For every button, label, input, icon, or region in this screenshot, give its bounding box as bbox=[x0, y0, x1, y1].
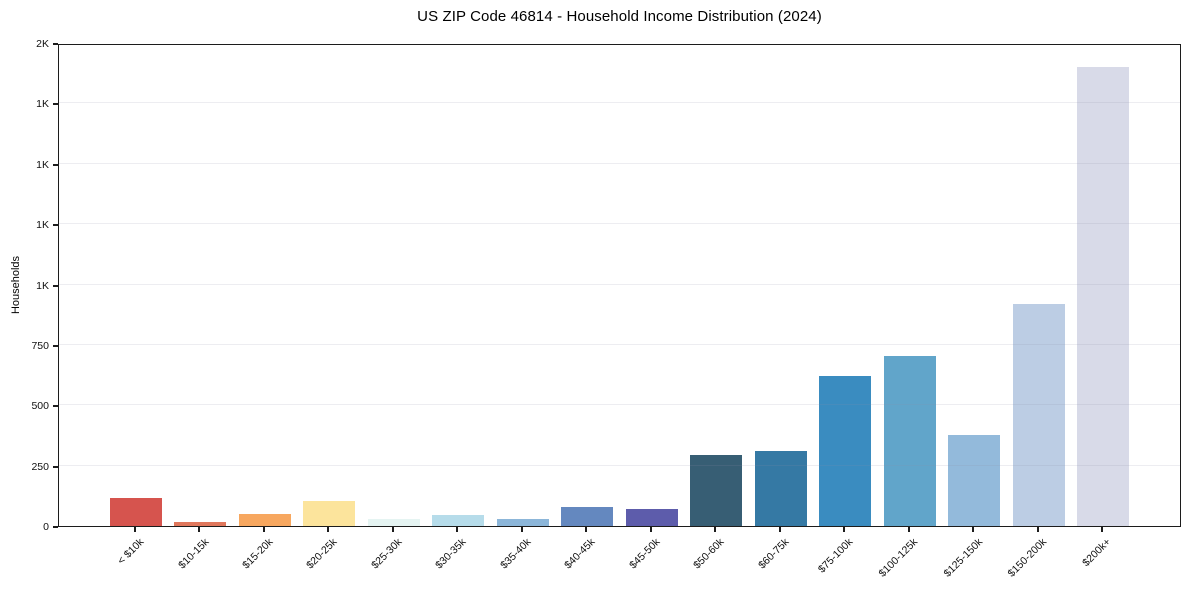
bar-150-200k bbox=[1012, 303, 1065, 526]
y-tick-label: 750 bbox=[31, 339, 49, 352]
x-tick bbox=[520, 527, 523, 532]
x-tick bbox=[262, 527, 265, 532]
x-tick bbox=[972, 527, 975, 532]
bar-50-60k bbox=[690, 454, 743, 526]
y-tick bbox=[53, 344, 58, 347]
y-tick-label: 1K bbox=[36, 219, 49, 232]
gridline bbox=[59, 343, 1180, 345]
x-tick-label: $40-45k bbox=[562, 536, 598, 572]
bar-200k bbox=[1077, 67, 1130, 526]
y-tick bbox=[53, 103, 58, 106]
x-tick bbox=[391, 527, 394, 532]
x-tick bbox=[1101, 527, 1104, 532]
bar-100-125k bbox=[883, 355, 936, 526]
x-tick bbox=[714, 527, 717, 532]
plot-area bbox=[58, 44, 1181, 527]
y-tick-label: 500 bbox=[31, 400, 49, 413]
bar-60-75k bbox=[754, 451, 807, 526]
x-tick bbox=[778, 527, 781, 532]
gridline bbox=[59, 102, 1180, 104]
x-tick-label: $150-200k bbox=[1005, 536, 1050, 580]
x-tick-label: $30-35k bbox=[433, 536, 469, 572]
x-tick-label: $200k+ bbox=[1080, 536, 1114, 570]
bar-45-50k bbox=[625, 509, 678, 526]
x-tick bbox=[456, 527, 459, 532]
x-tick bbox=[134, 527, 136, 532]
y-tick-label: 1K bbox=[36, 98, 49, 111]
bar-25-30k bbox=[367, 518, 420, 526]
bar-10k bbox=[110, 497, 162, 526]
bar-20-25k bbox=[303, 500, 356, 526]
x-tick-label: $20-25k bbox=[304, 536, 340, 572]
y-tick bbox=[53, 163, 58, 166]
bar-125-150k bbox=[948, 435, 1001, 526]
y-tick bbox=[53, 405, 58, 408]
x-tick bbox=[1036, 527, 1039, 532]
y-tick-label: 1K bbox=[36, 158, 49, 171]
bar-40-45k bbox=[561, 506, 614, 526]
x-tick-label: $45-50k bbox=[626, 536, 663, 572]
bar-10-15k bbox=[174, 521, 227, 526]
x-tick-label: $10-15k bbox=[175, 536, 211, 572]
y-tick bbox=[53, 284, 58, 287]
chart-title: US ZIP Code 46814 - Household Income Dis… bbox=[417, 8, 822, 25]
x-tick-label: $100-125k bbox=[876, 536, 921, 580]
y-tick bbox=[53, 43, 58, 45]
gridline bbox=[59, 404, 1180, 406]
gridline bbox=[59, 162, 1180, 164]
x-tick-label: $50-60k bbox=[691, 536, 727, 572]
bar-30-35k bbox=[432, 514, 485, 526]
y-tick-label: 2K bbox=[36, 38, 49, 50]
y-tick bbox=[53, 224, 58, 227]
x-tick-label: $75-100k bbox=[816, 536, 856, 576]
x-tick-label: < $10k bbox=[115, 536, 147, 567]
y-tick bbox=[53, 465, 58, 468]
x-tick-label: $15-20k bbox=[240, 536, 276, 572]
bar-15-20k bbox=[238, 513, 291, 526]
bar-35-40k bbox=[496, 519, 549, 526]
x-tick-label: $125-150k bbox=[941, 536, 985, 580]
gridline bbox=[59, 223, 1180, 225]
y-tick-label: 0 bbox=[43, 521, 49, 533]
y-tick-label: 250 bbox=[31, 460, 49, 473]
x-tick-label: $25-30k bbox=[369, 536, 405, 572]
x-tick bbox=[585, 527, 588, 532]
x-tick bbox=[198, 527, 201, 532]
gridline bbox=[59, 464, 1180, 466]
y-tick bbox=[53, 526, 58, 528]
gridline bbox=[59, 283, 1180, 285]
x-tick-label: $35-40k bbox=[497, 536, 534, 572]
bar-75-100k bbox=[819, 376, 872, 526]
x-tick bbox=[843, 527, 846, 532]
x-tick bbox=[649, 527, 652, 532]
x-tick bbox=[907, 527, 910, 532]
x-tick bbox=[327, 527, 330, 532]
y-tick-label: 1K bbox=[36, 279, 49, 292]
x-tick-label: $60-75k bbox=[755, 536, 792, 572]
